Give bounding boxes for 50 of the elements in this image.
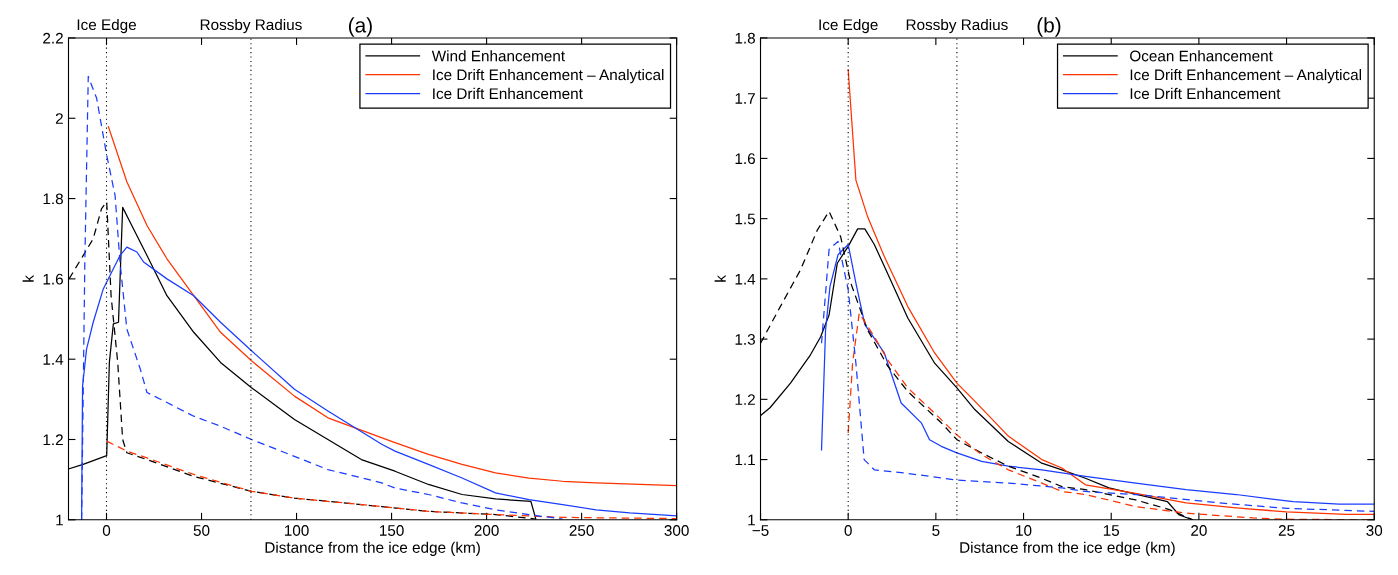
chart-title: (b) — [1037, 17, 1061, 37]
legend-label: Ice Drift Enhancement – Analytical — [433, 69, 664, 84]
y-axis-title: k — [22, 275, 34, 282]
x-tick-label: 50 — [193, 525, 210, 536]
ref-line-label: Rossby Radius — [906, 18, 1008, 34]
line-series — [107, 126, 677, 487]
y-tick-label: 1.2 — [43, 434, 63, 446]
x-tick-label: −5 — [752, 525, 769, 536]
y-tick-label: 1 — [56, 514, 63, 526]
y-tick-label: 1.6 — [43, 273, 63, 285]
legend-label: Wind Enhancement — [431, 50, 565, 62]
legend-label: Ocean Enhancement — [1130, 50, 1273, 62]
y-tick-label: 1.3 — [735, 333, 755, 345]
x-tick-label: 0 — [102, 525, 111, 536]
x-tick-label: 200 — [474, 525, 499, 536]
x-tick-label: 0 — [844, 525, 852, 536]
y-tick-label: 1.4 — [43, 354, 64, 365]
x-tick-label: 150 — [379, 525, 404, 536]
legend-label: Ice Drift Enhancement — [1130, 87, 1281, 100]
x-tick-label: 15 — [1103, 525, 1120, 536]
ref-line-label: Ice Edge — [819, 18, 878, 34]
x-tick-label: 30 — [1366, 525, 1383, 536]
ref-line-label: Rossby Radius — [200, 18, 302, 34]
x-tick-label: 25 — [1278, 525, 1295, 536]
legend-label: Ice Drift Enhancement — [433, 87, 583, 100]
x-tick-label: 300 — [664, 525, 689, 536]
y-tick-label: 1 — [748, 514, 755, 526]
y-tick-label: 1.1 — [735, 454, 755, 466]
y-tick-label: 1.2 — [735, 394, 755, 405]
y-tick-label: 1.4 — [735, 273, 756, 285]
y-tick-label: 2 — [55, 113, 63, 124]
y-axis-title: k — [714, 275, 726, 282]
x-tick-label: 20 — [1191, 525, 1207, 536]
y-tick-label: 1.8 — [735, 32, 755, 44]
line-series — [847, 69, 1375, 516]
x-tick-label: 10 — [1016, 525, 1032, 536]
ref-line-label: Ice Edge — [77, 18, 136, 34]
x-axis-title: Distance from the ice edge (km) — [265, 541, 480, 556]
x-tick-label: 100 — [284, 525, 309, 536]
chart-title: (a) — [348, 17, 372, 37]
x-tick-label: 5 — [932, 525, 940, 536]
y-tick-label: 1.7 — [735, 93, 755, 104]
y-tick-label: 1.8 — [43, 193, 63, 205]
legend-label: Ice Drift Enhancement – Analytical — [1130, 69, 1361, 84]
y-tick-label: 1.6 — [735, 153, 755, 165]
y-tick-label: 2.2 — [43, 32, 63, 44]
y-tick-label: 1.5 — [735, 213, 756, 225]
x-axis-title: Distance from the ice edge (km) — [960, 541, 1175, 556]
x-tick-label: 250 — [569, 525, 594, 536]
line-series — [106, 440, 677, 520]
